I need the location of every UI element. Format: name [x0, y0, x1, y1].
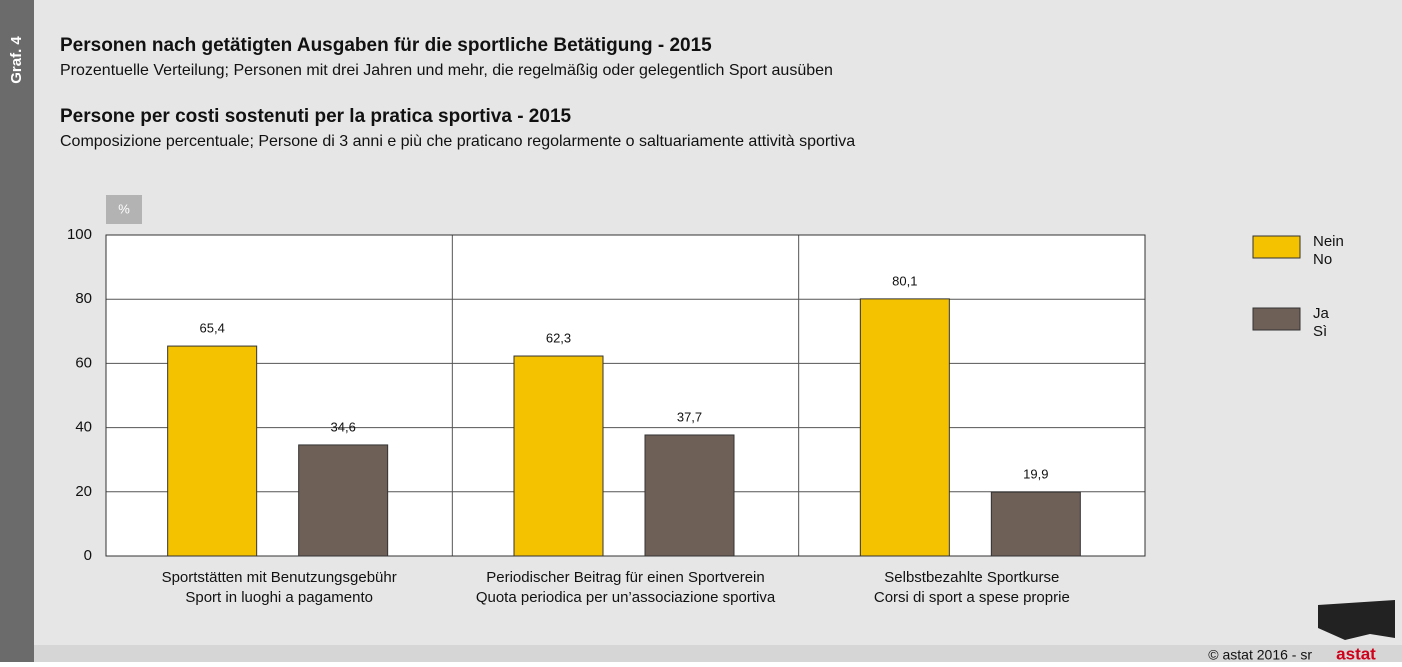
logo-map	[1318, 600, 1395, 640]
x-tick-label: Sportstätten mit Benutzungsgebühr	[162, 569, 397, 586]
credit: © astat 2016 - sr	[1208, 647, 1312, 662]
y-tick-label: 100	[67, 226, 92, 243]
data-label: 34,6	[331, 419, 356, 434]
data-label: 80,1	[892, 273, 917, 288]
data-label: 19,9	[1023, 467, 1048, 482]
footer-band	[34, 645, 1402, 662]
chart-subtitle: Composizione percentuale; Persone di 3 a…	[60, 133, 855, 150]
chart-title: Personen nach getätigten Ausgaben für di…	[60, 35, 712, 56]
bar	[298, 444, 389, 557]
bar	[859, 298, 950, 557]
plot-border	[105, 234, 1146, 557]
side-strip	[0, 0, 34, 662]
y-tick-label: 60	[75, 354, 92, 371]
data-label: 37,7	[677, 409, 702, 424]
legend-label: No	[1313, 251, 1332, 268]
chart-subtitle: Prozentuelle Verteilung; Personen mit dr…	[60, 62, 833, 79]
bar	[644, 434, 735, 557]
logo: astat	[1336, 644, 1376, 662]
legend-swatch	[1252, 307, 1301, 331]
unit-box	[106, 195, 142, 224]
plot-area	[106, 235, 1145, 556]
x-tick-label: Sport in luoghi a pagamento	[185, 589, 373, 606]
x-tick-label: Quota periodica per un’associazione spor…	[476, 589, 776, 606]
data-label: 65,4	[200, 321, 225, 336]
x-tick-label: Corsi di sport a spese proprie	[874, 589, 1070, 606]
legend-swatch	[1252, 235, 1301, 259]
bar	[167, 345, 258, 557]
y-tick-label: 80	[75, 290, 92, 307]
y-tick-label: 20	[75, 483, 92, 500]
bar	[990, 491, 1081, 557]
y-tick-label: 40	[75, 419, 92, 436]
data-label: 62,3	[546, 330, 571, 345]
y-axis-label: %	[118, 201, 130, 216]
chart-title: Persone per costi sostenuti per la prati…	[60, 106, 572, 127]
y-tick-label: 0	[84, 547, 92, 564]
x-tick-label: Periodischer Beitrag für einen Sportvere…	[486, 569, 764, 586]
legend-label: Ja	[1313, 305, 1330, 322]
legend-label: Nein	[1313, 233, 1344, 250]
chart-number: Graf. 4	[8, 36, 25, 84]
legend-label: Sì	[1313, 323, 1327, 340]
x-tick-label: Selbstbezahlte Sportkurse	[884, 569, 1059, 586]
bar	[513, 355, 604, 557]
